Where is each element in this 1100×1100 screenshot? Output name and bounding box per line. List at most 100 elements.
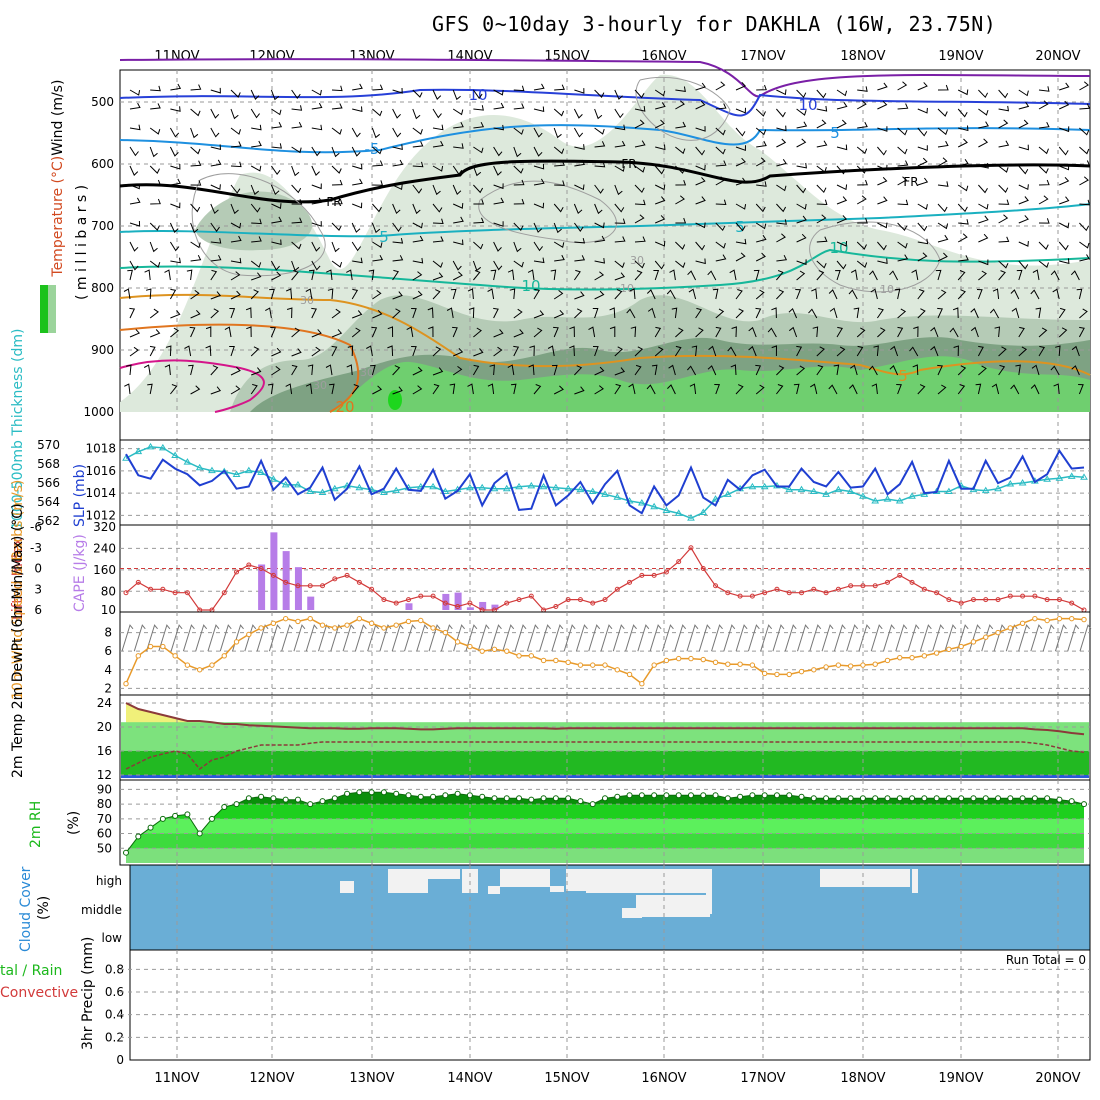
wind-barb xyxy=(432,367,444,376)
wind-barb xyxy=(371,326,378,338)
wind-barb xyxy=(169,288,177,300)
wind-barb xyxy=(796,215,807,224)
wind-barb xyxy=(539,624,551,652)
wind-barb xyxy=(251,140,262,148)
wind-barb xyxy=(250,203,261,213)
y-tick-label: 900 xyxy=(91,343,114,357)
wind-marker xyxy=(946,646,952,653)
wind-barb xyxy=(970,326,979,338)
date-label-top: 20NOV xyxy=(1035,49,1080,64)
wind-barb xyxy=(150,329,161,338)
wind-barb xyxy=(453,239,464,246)
rh-marker xyxy=(835,795,842,802)
wind-barb xyxy=(735,252,746,262)
thickness-marker xyxy=(834,485,843,493)
wind-barb xyxy=(291,89,301,100)
cape-bar xyxy=(270,532,278,610)
contour-label: 20 xyxy=(335,398,354,416)
wind-barb xyxy=(1059,196,1070,205)
wind-marker xyxy=(897,654,903,661)
wind-barb xyxy=(1038,179,1050,186)
wind-barb xyxy=(654,346,664,357)
wind-barb xyxy=(509,288,516,300)
wind-barb xyxy=(472,260,482,272)
y-tick: 0 xyxy=(116,1053,124,1067)
wind-barb xyxy=(487,288,495,300)
wind-barb xyxy=(796,184,807,194)
wind-barb xyxy=(170,163,181,170)
wind-barb xyxy=(467,383,474,395)
wind-barb xyxy=(432,140,444,148)
wind-barb xyxy=(675,86,686,92)
rh-band xyxy=(126,848,1084,863)
wind-marker xyxy=(442,629,449,636)
date-label-bottom: 16NOV xyxy=(641,1071,686,1086)
wind-barb xyxy=(230,235,242,243)
wind-marker xyxy=(1019,620,1026,626)
wind-barb xyxy=(432,203,443,213)
wind-barb xyxy=(913,326,919,338)
thickness-marker xyxy=(1043,475,1052,482)
thickness-marker xyxy=(760,482,769,490)
wind-barb xyxy=(712,288,719,300)
wind-barb xyxy=(210,108,220,119)
wind-barb xyxy=(808,308,818,319)
wind-barb xyxy=(897,241,908,249)
thickness-marker xyxy=(416,482,425,490)
wind-barb xyxy=(468,307,475,319)
wind-barb xyxy=(553,127,562,139)
wind-barb xyxy=(836,346,846,357)
wind-barb xyxy=(129,146,139,157)
wind-barb xyxy=(776,365,785,376)
wind-barb xyxy=(158,624,171,652)
wind-barb xyxy=(809,624,822,652)
lifted-marker xyxy=(799,590,805,596)
wind-barb xyxy=(165,345,172,357)
wind-barb xyxy=(614,367,626,376)
wind-marker xyxy=(847,663,854,669)
wind-barb xyxy=(270,326,276,338)
wind-barb xyxy=(937,234,949,243)
wind-barb xyxy=(816,199,828,206)
lifted-marker xyxy=(1020,593,1026,599)
wind-barb xyxy=(735,157,746,167)
wind-barb xyxy=(978,184,988,194)
wind-barb xyxy=(981,624,994,652)
wind-barb xyxy=(291,121,303,129)
thickness-marker xyxy=(551,483,560,491)
wind-marker xyxy=(970,639,977,645)
rh-marker xyxy=(454,790,461,797)
wind-barb xyxy=(978,365,987,376)
wind-barb xyxy=(748,345,757,357)
wind-barb xyxy=(735,308,744,319)
lifted-marker xyxy=(135,579,141,585)
wind-barb xyxy=(776,108,786,118)
wind-barb xyxy=(1078,384,1084,395)
rh-marker xyxy=(663,792,670,799)
wind-barb xyxy=(487,383,495,395)
wind-barb xyxy=(978,233,989,243)
rh-marker xyxy=(945,795,952,802)
wind-barb xyxy=(149,165,160,174)
lifted-marker xyxy=(688,545,694,551)
rh-marker xyxy=(1044,795,1051,802)
rh-marker xyxy=(761,792,768,799)
wind-barb xyxy=(352,257,363,264)
wind-barb xyxy=(848,289,858,300)
wind-barb xyxy=(230,127,241,135)
wind-barb xyxy=(594,290,605,300)
rh-marker xyxy=(479,793,486,800)
wind-barb xyxy=(594,222,605,229)
wind-marker xyxy=(246,631,252,638)
rh-marker xyxy=(884,795,891,802)
wind-barb xyxy=(989,308,1000,319)
lifted-marker xyxy=(663,569,669,575)
wind-barb xyxy=(978,203,989,210)
wind-barb xyxy=(755,384,765,395)
wind-barb xyxy=(978,89,989,99)
wind-barb xyxy=(250,383,258,395)
wind-barb xyxy=(573,269,581,281)
wind-barb xyxy=(210,127,220,138)
wind-marker xyxy=(1044,617,1050,624)
wind-barb xyxy=(372,309,383,319)
